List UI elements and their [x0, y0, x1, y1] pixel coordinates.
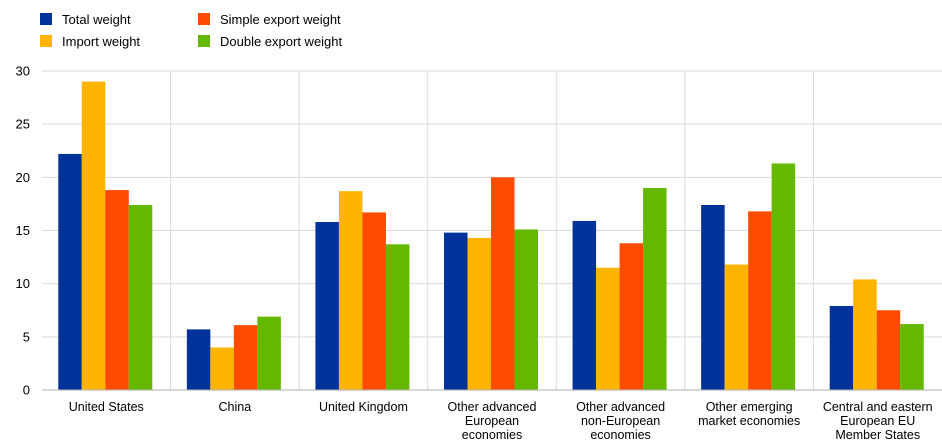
x-category-label-line: United States [69, 400, 144, 414]
bar-total-weight-united-states [58, 153, 82, 390]
x-category-label-line: Other advanced [576, 400, 665, 414]
bar-simple-export-weight-central-and-eastern-european-eu-member-states [876, 310, 901, 390]
legend: Total weight Import weight Simple export w… [40, 12, 343, 49]
bar-import-weight-other-emerging-market-economies [724, 264, 749, 390]
bar-import-weight-china [210, 347, 234, 390]
bar-simple-export-weight-other-emerging-market-economies [748, 211, 772, 390]
x-category-label-line: European EU [840, 414, 915, 428]
x-category-label: China [219, 400, 252, 414]
legend-label-import-weight: Import weight [62, 34, 140, 49]
bars [58, 81, 924, 390]
x-category-labels: United States China United Kingdom Other ad… [69, 400, 933, 442]
y-tick-labels: 0 5 10 15 20 25 30 [16, 64, 30, 398]
bar-import-weight-other-advanced-non-european-economies [596, 267, 620, 390]
y-tick-label: 30 [16, 64, 30, 79]
bar-double-export-weight-china [257, 316, 281, 390]
y-tick-label: 10 [16, 276, 30, 291]
x-category-label-line: China [219, 400, 252, 414]
legend-swatch-double-export-weight [198, 35, 210, 47]
bar-total-weight-united-kingdom [315, 221, 339, 390]
x-category-label: United Kingdom [319, 400, 408, 414]
bar-simple-export-weight-china [233, 325, 258, 390]
y-tick-label: 5 [23, 329, 30, 344]
legend-swatch-import-weight [40, 35, 52, 47]
y-tick-label: 0 [23, 383, 30, 398]
bar-import-weight-united-states [81, 81, 106, 390]
bar-total-weight-other-advanced-european-economies [444, 232, 468, 390]
bar-total-weight-china [186, 329, 211, 390]
x-category-label-line: market economies [698, 414, 800, 428]
y-tick-label: 20 [16, 170, 30, 185]
y-tick-label: 25 [16, 117, 30, 132]
bar-simple-export-weight-united-kingdom [362, 212, 386, 390]
bar-double-export-weight-central-and-eastern-european-eu-member-states [900, 324, 924, 390]
bar-double-export-weight-united-kingdom [385, 244, 410, 390]
bar-simple-export-weight-other-advanced-non-european-economies [619, 243, 644, 390]
bar-simple-export-weight-united-states [105, 190, 129, 390]
bar-total-weight-other-emerging-market-economies [701, 204, 725, 390]
legend-label-double-export-weight: Double export weight [220, 34, 343, 49]
x-category-label-line: economies [590, 428, 650, 442]
x-category-label-line: European [465, 414, 519, 428]
x-category-label: Other advanced European economies [448, 400, 537, 442]
x-category-label-line: Other emerging [706, 400, 793, 414]
category-separators [170, 71, 814, 390]
x-category-label: Other emerging market economies [698, 400, 800, 428]
bar-double-export-weight-united-states [128, 204, 153, 390]
legend-swatch-simple-export-weight [198, 13, 210, 25]
x-category-label-line: non-European [581, 414, 660, 428]
bar-double-export-weight-other-emerging-market-economies [771, 163, 796, 390]
legend-swatch-total-weight [40, 13, 52, 25]
bar-total-weight-central-and-eastern-european-eu-member-states [829, 305, 854, 390]
x-category-label-line: Central and eastern [823, 400, 933, 414]
bar-import-weight-central-and-eastern-european-eu-member-states [853, 279, 877, 390]
bar-import-weight-other-advanced-european-economies [467, 237, 491, 390]
x-category-label-line: Member States [835, 428, 920, 442]
x-category-label-line: economies [462, 428, 522, 442]
bar-double-export-weight-other-advanced-european-economies [514, 229, 538, 390]
bar-import-weight-united-kingdom [338, 191, 363, 390]
x-category-label: Other advanced non-European economies [576, 400, 665, 442]
bar-total-weight-other-advanced-non-european-economies [572, 220, 597, 390]
bar-double-export-weight-other-advanced-non-european-economies [643, 187, 667, 390]
legend-label-simple-export-weight: Simple export weight [220, 12, 341, 27]
bar-simple-export-weight-other-advanced-european-economies [491, 177, 515, 390]
x-category-label-line: United Kingdom [319, 400, 408, 414]
x-category-label: Central and eastern European EU Member Sta… [823, 400, 933, 442]
y-tick-label: 15 [16, 223, 30, 238]
x-category-label: United States [69, 400, 144, 414]
legend-label-total-weight: Total weight [62, 12, 131, 27]
x-category-label-line: Other advanced [448, 400, 537, 414]
